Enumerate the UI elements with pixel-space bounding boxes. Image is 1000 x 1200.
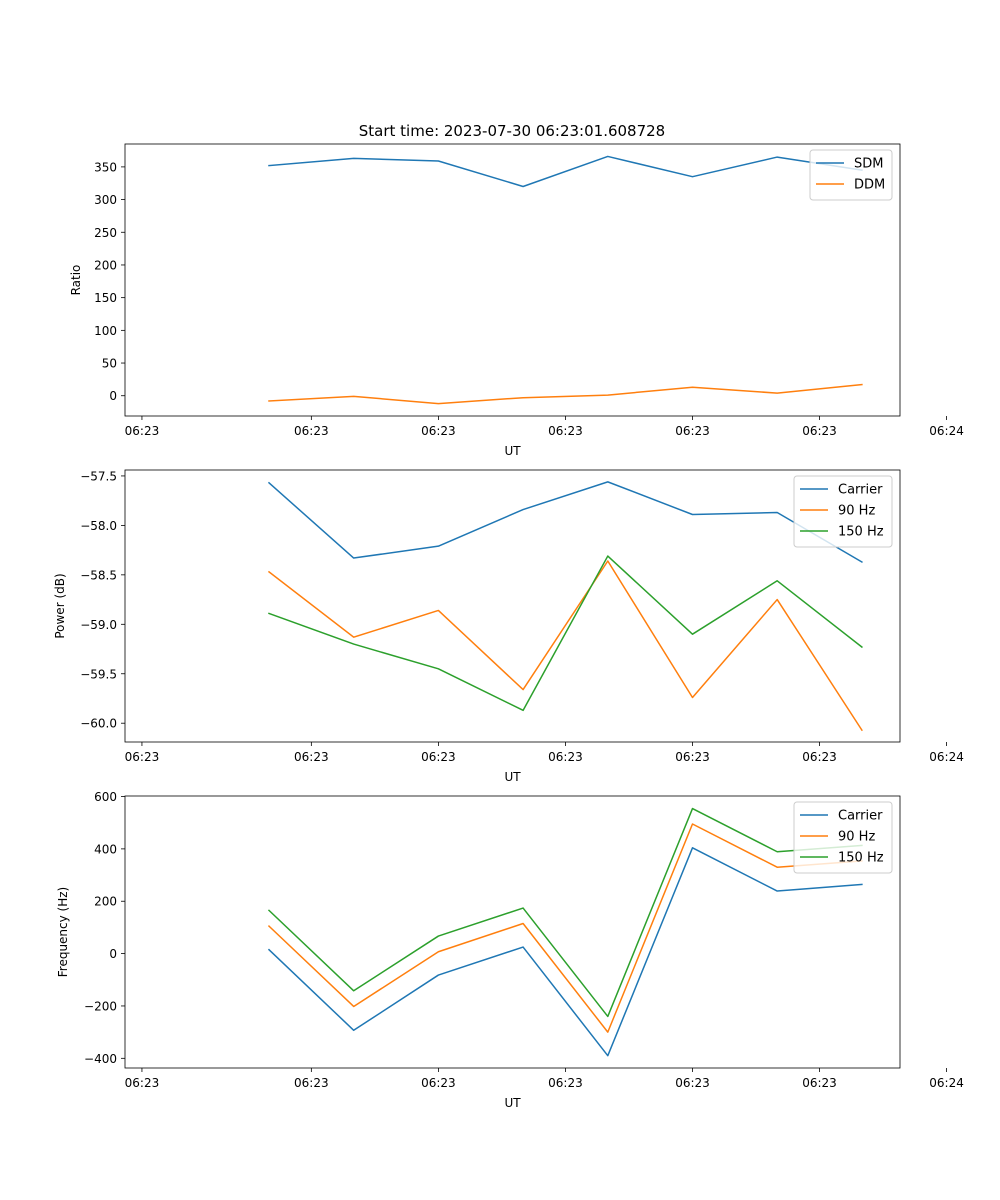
x-tick-label: 06:23 xyxy=(548,750,583,764)
x-tick-label: 06:23 xyxy=(125,750,160,764)
legend-label: SDM xyxy=(854,157,883,172)
x-tick-label: 06:24 xyxy=(929,1076,964,1090)
series-line-ddm xyxy=(268,383,863,405)
x-axis-label: UT xyxy=(504,1096,521,1110)
y-tick-label: −58.0 xyxy=(80,519,117,533)
legend-label: Carrier xyxy=(838,483,883,498)
frequency-panel: 06:23 06:23 06:23 06:23 06:23 06:23 06:24 −400 −… xyxy=(56,790,964,1110)
y-tick-label: 50 xyxy=(102,357,117,371)
axes-frame xyxy=(124,469,901,743)
legend-label: Carrier xyxy=(838,809,883,824)
figure-title: Start time: 2023-07-30 06:23:01.608728 xyxy=(359,122,665,140)
legend: SDM DDM xyxy=(809,149,893,201)
x-tick-label: 06:23 xyxy=(421,750,456,764)
x-tick-label: 06:23 xyxy=(802,424,837,438)
y-tick-label: 300 xyxy=(94,193,117,207)
x-tick-label: 06:23 xyxy=(421,424,456,438)
y-tick-label: 400 xyxy=(94,842,117,856)
x-tick-label: 06:23 xyxy=(294,424,329,438)
y-tick-label: 150 xyxy=(94,291,117,305)
series-line-150-hz xyxy=(268,555,863,712)
y-tick-label: 250 xyxy=(94,226,117,240)
ratio-panel: 06:23 06:23 06:23 06:23 06:23 06:23 06:24 0 50 10… xyxy=(69,143,964,458)
x-tick-label: 06:23 xyxy=(548,1076,583,1090)
x-tick-label: 06:23 xyxy=(294,1076,329,1090)
x-tick-label: 06:23 xyxy=(421,1076,456,1090)
y-tick-label: 600 xyxy=(94,790,117,804)
legend-label: 90 Hz xyxy=(838,504,875,519)
series-line-carrier xyxy=(267,847,863,1057)
series-line-sdm xyxy=(268,155,863,188)
axes-frame xyxy=(124,795,901,1069)
x-tick-label: 06:23 xyxy=(675,750,710,764)
y-tick-label: 0 xyxy=(109,947,117,961)
x-tick-label: 06:23 xyxy=(675,1076,710,1090)
x-tick-label: 06:23 xyxy=(675,424,710,438)
y-tick-label: −57.5 xyxy=(80,469,117,483)
x-tick-label: 06:23 xyxy=(548,424,583,438)
legend-box xyxy=(793,475,893,548)
x-tick-label: 06:24 xyxy=(929,424,964,438)
y-tick-label: 200 xyxy=(94,895,117,909)
y-tick-label: 100 xyxy=(94,324,117,338)
x-tick-label: 06:23 xyxy=(294,750,329,764)
x-tick-label: 06:23 xyxy=(802,1076,837,1090)
y-tick-label: −59.0 xyxy=(80,618,117,632)
y-axis-label: Power (dB) xyxy=(53,573,67,638)
legend-box xyxy=(793,801,893,874)
y-tick-label: −59.5 xyxy=(80,667,117,681)
series-line-150-hz xyxy=(267,807,863,1018)
legend-label: 150 Hz xyxy=(838,525,884,540)
legend: Carrier 90 Hz 150 Hz xyxy=(793,801,893,874)
y-tick-label: −200 xyxy=(84,999,117,1013)
x-tick-label: 06:23 xyxy=(802,750,837,764)
y-tick-label: −58.5 xyxy=(80,568,117,582)
x-tick-label: 06:24 xyxy=(929,750,964,764)
x-axis-label: UT xyxy=(504,444,521,458)
x-tick-label: 06:23 xyxy=(125,1076,160,1090)
y-tick-label: 200 xyxy=(94,258,117,272)
legend: Carrier 90 Hz 150 Hz xyxy=(793,475,893,548)
y-tick-label: 0 xyxy=(109,389,117,403)
y-tick-label: −400 xyxy=(84,1052,117,1066)
series-line-90-hz xyxy=(267,823,863,1033)
series-line-carrier xyxy=(267,481,863,564)
series-line-90-hz xyxy=(267,560,863,732)
power-panel: 06:23 06:23 06:23 06:23 06:23 06:23 06:24 −60.0… xyxy=(53,469,964,784)
y-axis-label: Ratio xyxy=(69,265,83,296)
x-axis-label: UT xyxy=(504,770,521,784)
y-tick-label: 350 xyxy=(94,160,117,174)
legend-label: 90 Hz xyxy=(838,830,875,845)
y-axis-label: Frequency (Hz) xyxy=(56,887,70,978)
x-tick-label: 06:23 xyxy=(125,424,160,438)
y-tick-label: −60.0 xyxy=(80,717,117,731)
legend-label: DDM xyxy=(854,178,885,193)
legend-label: 150 Hz xyxy=(838,851,884,866)
axes-frame xyxy=(124,143,901,417)
